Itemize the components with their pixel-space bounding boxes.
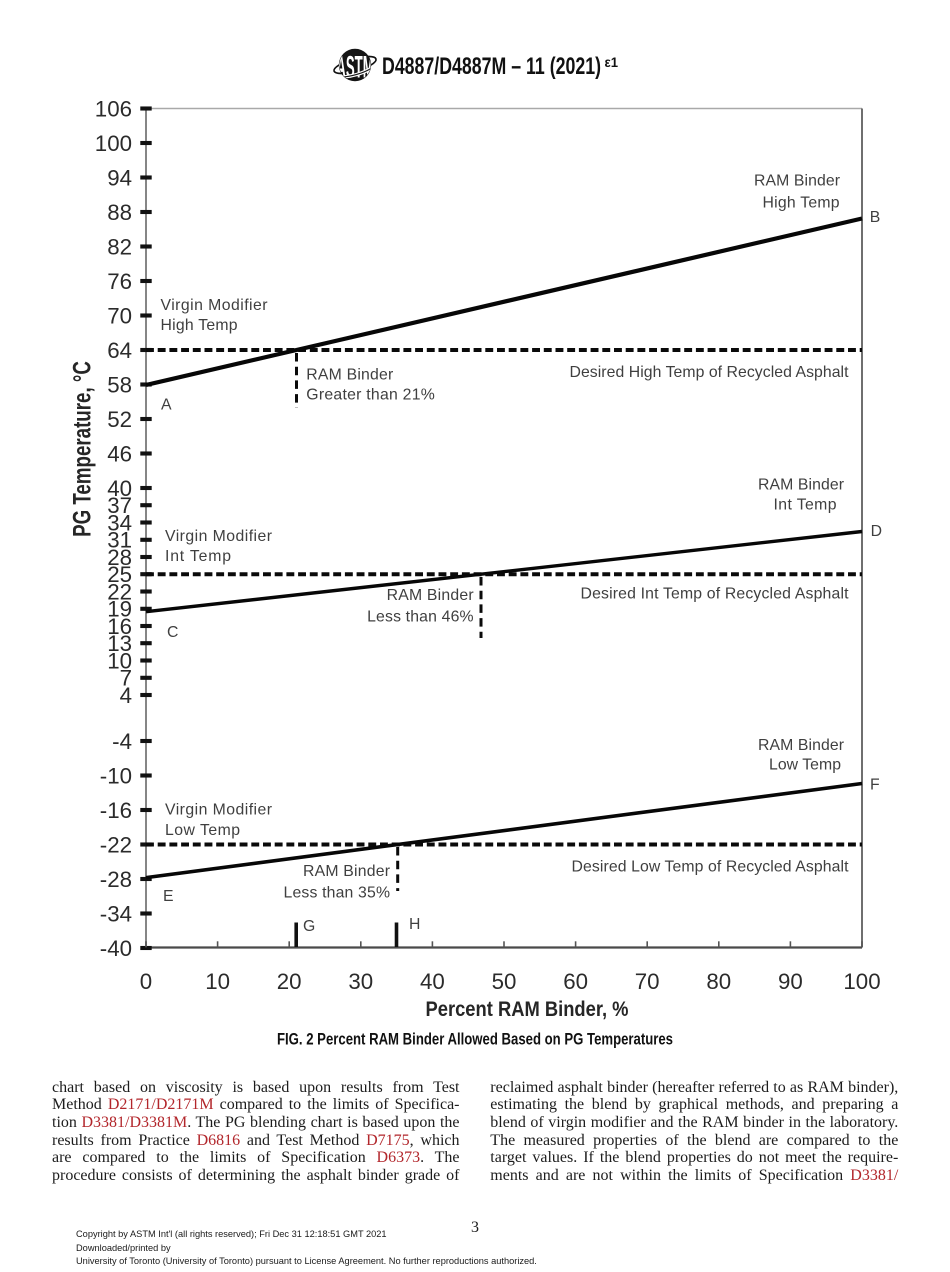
svg-text:Low Temp: Low Temp	[769, 757, 841, 774]
svg-text:RAM Binder: RAM Binder	[754, 173, 840, 190]
svg-text:-34: -34	[100, 901, 132, 926]
svg-text:37: 37	[107, 493, 132, 518]
svg-text:ε1: ε1	[605, 55, 619, 70]
svg-text:H: H	[409, 916, 420, 933]
svg-text:Percent RAM Binder, %: Percent RAM Binder, %	[426, 998, 629, 1021]
svg-text:ASTM: ASTM	[336, 50, 373, 85]
svg-text:High Temp: High Temp	[763, 194, 840, 211]
svg-text:30: 30	[348, 969, 373, 994]
svg-text:60: 60	[563, 969, 588, 994]
svg-text:-40: -40	[100, 936, 132, 961]
svg-text:52: 52	[107, 407, 132, 432]
svg-text:Less than 35%: Less than 35%	[284, 885, 391, 902]
svg-text:PG Temperature, °C: PG Temperature, °C	[68, 361, 96, 537]
svg-text:28: 28	[107, 545, 132, 570]
svg-text:88: 88	[107, 200, 132, 225]
svg-text:B: B	[870, 209, 881, 226]
svg-text:-4: -4	[112, 729, 132, 754]
svg-text:Virgin Modifier: Virgin Modifier	[161, 297, 268, 314]
svg-text:D: D	[871, 523, 882, 540]
svg-text:RAM Binder: RAM Binder	[758, 737, 844, 754]
svg-text:58: 58	[107, 372, 132, 397]
svg-text:-16: -16	[100, 798, 132, 823]
svg-text:4: 4	[120, 683, 132, 708]
svg-text:76: 76	[107, 269, 132, 294]
svg-text:RAM Binder: RAM Binder	[758, 477, 844, 494]
svg-text:Less than 46%: Less than 46%	[367, 609, 473, 626]
svg-text:13: 13	[107, 631, 132, 656]
svg-text:10: 10	[205, 969, 230, 994]
svg-text:31: 31	[107, 528, 132, 553]
svg-text:50: 50	[492, 969, 517, 994]
svg-text:E: E	[163, 888, 174, 905]
svg-text:94: 94	[107, 165, 132, 190]
svg-text:70: 70	[107, 303, 132, 328]
svg-text:106: 106	[95, 96, 132, 121]
svg-text:Virgin Modifier: Virgin Modifier	[165, 528, 272, 545]
svg-text:FIG. 2 Percent RAM Binder Allo: FIG. 2 Percent RAM Binder Allowed Based …	[277, 1031, 673, 1049]
svg-text:10: 10	[107, 648, 132, 673]
svg-text:25: 25	[107, 562, 132, 587]
svg-text:A: A	[161, 396, 172, 413]
svg-text:C: C	[167, 624, 178, 641]
svg-text:F: F	[870, 777, 880, 794]
svg-text:22: 22	[107, 579, 132, 604]
svg-text:RAM Binder: RAM Binder	[306, 367, 393, 384]
svg-text:Int Temp: Int Temp	[165, 548, 231, 565]
svg-text:20: 20	[277, 969, 302, 994]
svg-text:Int Temp: Int Temp	[774, 497, 837, 514]
svg-text:46: 46	[107, 441, 132, 466]
svg-text:16: 16	[107, 614, 132, 639]
svg-text:Desired Low Temp of Recycled A: Desired Low Temp of Recycled Asphalt	[572, 858, 850, 875]
svg-text:80: 80	[706, 969, 731, 994]
svg-text:70: 70	[635, 969, 660, 994]
svg-text:RAM Binder: RAM Binder	[387, 587, 474, 604]
svg-text:40: 40	[420, 969, 445, 994]
svg-text:40: 40	[107, 476, 132, 501]
svg-text:Low Temp: Low Temp	[165, 822, 240, 839]
svg-text:-22: -22	[100, 832, 132, 857]
svg-text:7: 7	[120, 666, 132, 691]
svg-text:19: 19	[107, 597, 132, 622]
svg-text:RAM Binder: RAM Binder	[303, 863, 390, 880]
svg-text:100: 100	[95, 131, 132, 156]
svg-text:-28: -28	[100, 867, 132, 892]
svg-text:Greater than 21%: Greater than 21%	[306, 387, 435, 404]
svg-text:Desired High Temp of Recycled: Desired High Temp of Recycled Asphalt	[570, 364, 850, 381]
svg-text:Virgin Modifier: Virgin Modifier	[165, 802, 272, 819]
svg-text:34: 34	[107, 510, 132, 535]
svg-text:90: 90	[778, 969, 803, 994]
svg-text:D4887/D4887M – 11 (2021): D4887/D4887M – 11 (2021)	[382, 53, 601, 80]
svg-text:G: G	[303, 918, 315, 935]
svg-text:0: 0	[140, 969, 152, 994]
svg-text:100: 100	[843, 969, 880, 994]
svg-text:82: 82	[107, 234, 132, 259]
svg-text:64: 64	[107, 338, 132, 363]
svg-text:-10: -10	[100, 763, 132, 788]
svg-text:Desired Int Temp of Recycled A: Desired Int Temp of Recycled Asphalt	[581, 586, 850, 603]
svg-text:High Temp: High Temp	[161, 317, 238, 334]
